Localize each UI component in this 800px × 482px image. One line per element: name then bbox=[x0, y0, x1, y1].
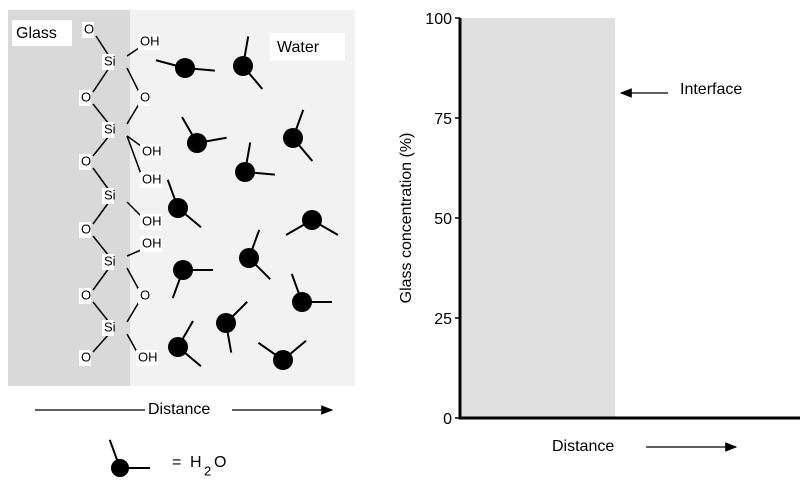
water-molecule bbox=[168, 198, 188, 218]
atom-bg bbox=[79, 288, 91, 304]
bond bbox=[92, 267, 110, 291]
y-axis-label: Glass concentration (%) bbox=[398, 133, 415, 304]
oh-label: OH bbox=[138, 349, 158, 364]
o-label: O bbox=[84, 21, 94, 36]
si-label: Si bbox=[104, 187, 116, 202]
si-label: Si bbox=[104, 253, 116, 268]
atom-bg bbox=[140, 144, 162, 160]
o-label: O bbox=[81, 221, 91, 236]
bond bbox=[92, 103, 110, 125]
water-molecule bbox=[216, 313, 236, 333]
bond bbox=[126, 135, 142, 147]
distance-label: Distance bbox=[148, 401, 210, 418]
oh-label: OH bbox=[142, 171, 162, 186]
water-molecule bbox=[235, 162, 255, 182]
bond bbox=[126, 249, 142, 257]
bond bbox=[95, 35, 110, 57]
atom-bg bbox=[102, 54, 114, 70]
legend-sub: 2 bbox=[204, 463, 211, 478]
atom-bg bbox=[136, 350, 158, 366]
plot: Glass concentration (%) Interface Distan… bbox=[398, 11, 800, 455]
interface-label: Interface bbox=[680, 81, 742, 98]
bond bbox=[92, 301, 110, 323]
atom-bg bbox=[138, 34, 160, 50]
water-molecule bbox=[168, 337, 188, 357]
legend: Distance = H 2 O bbox=[35, 401, 334, 478]
water-label: Water bbox=[277, 39, 320, 56]
atom-bg bbox=[140, 236, 162, 252]
label-box bbox=[270, 33, 345, 61]
y-tick-label: 50 bbox=[434, 211, 452, 228]
glass-water-panel: Glass Water Si Si Si Si Si O O O O O O OH O OH OH OH OH O… bbox=[8, 10, 355, 386]
atom-bg bbox=[138, 90, 150, 106]
atom-bg bbox=[79, 350, 91, 366]
o-label: O bbox=[81, 349, 91, 364]
atom-bg bbox=[140, 172, 162, 188]
bond bbox=[126, 103, 140, 125]
si-label: Si bbox=[104, 53, 116, 68]
bond bbox=[92, 201, 110, 225]
bond bbox=[92, 235, 110, 257]
si-label: Si bbox=[104, 121, 116, 136]
oh-label: OH bbox=[142, 143, 162, 158]
atom-bg bbox=[102, 188, 114, 204]
atom-bg bbox=[102, 122, 114, 138]
water-molecule bbox=[239, 248, 259, 268]
label-box bbox=[12, 20, 72, 46]
bond bbox=[92, 333, 110, 353]
atom-bg bbox=[82, 22, 94, 38]
o-label: O bbox=[81, 287, 91, 302]
water-molecule bbox=[175, 58, 195, 78]
water-molecule bbox=[273, 350, 293, 370]
water-molecule bbox=[292, 292, 312, 312]
bond bbox=[126, 47, 140, 57]
legend-h: H bbox=[190, 454, 202, 471]
o-label: O bbox=[81, 89, 91, 104]
bond bbox=[126, 333, 138, 353]
o-label: O bbox=[140, 89, 150, 104]
oh-label: OH bbox=[142, 235, 162, 250]
atom-bg bbox=[140, 214, 162, 230]
bond bbox=[92, 135, 110, 157]
y-tick-label: 75 bbox=[434, 111, 452, 128]
oh-label: OH bbox=[142, 213, 162, 228]
bond bbox=[126, 67, 140, 93]
atom-bg bbox=[79, 90, 91, 106]
atom-bg bbox=[79, 154, 91, 170]
si-label: Si bbox=[104, 319, 116, 334]
y-tick-label: 100 bbox=[425, 11, 452, 28]
bond bbox=[126, 301, 140, 323]
atom-bg bbox=[138, 288, 150, 304]
atom-bg bbox=[79, 222, 91, 238]
glass-label: Glass bbox=[16, 25, 57, 42]
water-molecule bbox=[302, 210, 322, 230]
legend-equals: = bbox=[172, 454, 181, 471]
glass-region bbox=[460, 18, 615, 418]
y-tick-label: 0 bbox=[443, 411, 452, 428]
water-molecule bbox=[187, 133, 207, 153]
o-label: O bbox=[140, 287, 150, 302]
water-molecule bbox=[283, 128, 303, 148]
bond bbox=[126, 135, 142, 175]
legend-o: O bbox=[214, 454, 226, 471]
y-tick-label: 25 bbox=[434, 311, 452, 328]
o-label: O bbox=[81, 153, 91, 168]
bond bbox=[126, 267, 140, 291]
water-molecule bbox=[173, 260, 193, 280]
bond bbox=[92, 167, 110, 191]
water-molecule bbox=[111, 459, 129, 477]
atom-bg bbox=[102, 254, 114, 270]
bond bbox=[92, 67, 110, 93]
oh-label: OH bbox=[140, 33, 160, 48]
atom-bg bbox=[102, 320, 114, 336]
bond bbox=[126, 201, 142, 217]
x-axis-label: Distance bbox=[552, 438, 614, 455]
water-molecule bbox=[233, 56, 253, 76]
